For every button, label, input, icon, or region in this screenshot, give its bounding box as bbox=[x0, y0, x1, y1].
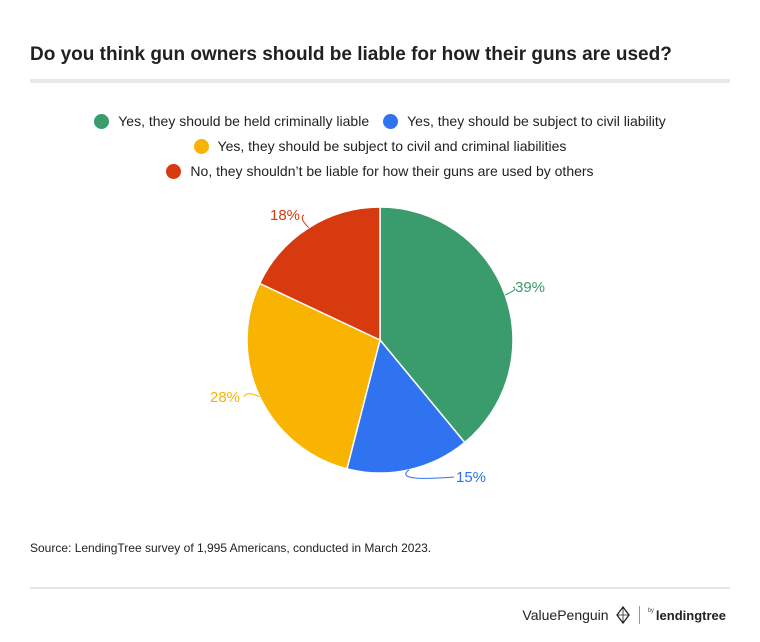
legend-item-criminal: Yes, they should be held criminally liab… bbox=[94, 113, 369, 130]
chart-legend: Yes, they should be held criminally liab… bbox=[30, 113, 730, 180]
pie-slice-both bbox=[246, 282, 381, 470]
brand-separator bbox=[638, 606, 640, 624]
data-label-criminal: 39% bbox=[515, 279, 545, 296]
legend-item-not-liable: No, they shouldn’t be liable for how the… bbox=[166, 163, 594, 180]
legend-label-criminal: Yes, they should be held criminally liab… bbox=[118, 113, 370, 129]
legend-swatch-criminal bbox=[94, 114, 110, 129]
legend-label-both: Yes, they should be subject to civil and… bbox=[217, 138, 567, 154]
source-note: Source: LendingTree survey of 1,995 Amer… bbox=[30, 541, 432, 555]
leader-line-criminal bbox=[504, 286, 516, 296]
data-label-both: 28% bbox=[210, 389, 240, 406]
valuepenguin-logo-text: ValuePenguin bbox=[522, 607, 609, 623]
branding: ValuePenguin by lendingtree bbox=[522, 606, 726, 624]
legend-swatch-civil bbox=[383, 114, 399, 129]
data-label-not-liable: 18% bbox=[270, 207, 300, 224]
chart-title: Do you think gun owners should be liable… bbox=[30, 44, 672, 65]
legend-swatch-both bbox=[193, 139, 209, 154]
leader-line-both bbox=[243, 393, 260, 398]
pie-chart: 39% 15% 28% 18% bbox=[210, 206, 545, 486]
footer-divider bbox=[30, 587, 730, 589]
legend-swatch-not-liable bbox=[166, 164, 182, 179]
pie-slice-criminal bbox=[379, 206, 514, 444]
lendingtree-logo-text: lendingtree bbox=[655, 607, 726, 623]
penguin-icon bbox=[615, 606, 630, 624]
leader-line-civil bbox=[405, 469, 455, 479]
leader-line-not-liable bbox=[301, 214, 310, 229]
legend-item-both: Yes, they should be subject to civil and… bbox=[193, 138, 567, 155]
brand-by-text: by bbox=[647, 608, 654, 614]
title-divider bbox=[30, 79, 730, 83]
legend-label-not-liable: No, they shouldn’t be liable for how the… bbox=[190, 163, 594, 179]
legend-item-civil: Yes, they should be subject to civil lia… bbox=[383, 113, 666, 130]
data-label-civil: 15% bbox=[456, 469, 486, 486]
legend-label-civil: Yes, they should be subject to civil lia… bbox=[407, 113, 666, 129]
